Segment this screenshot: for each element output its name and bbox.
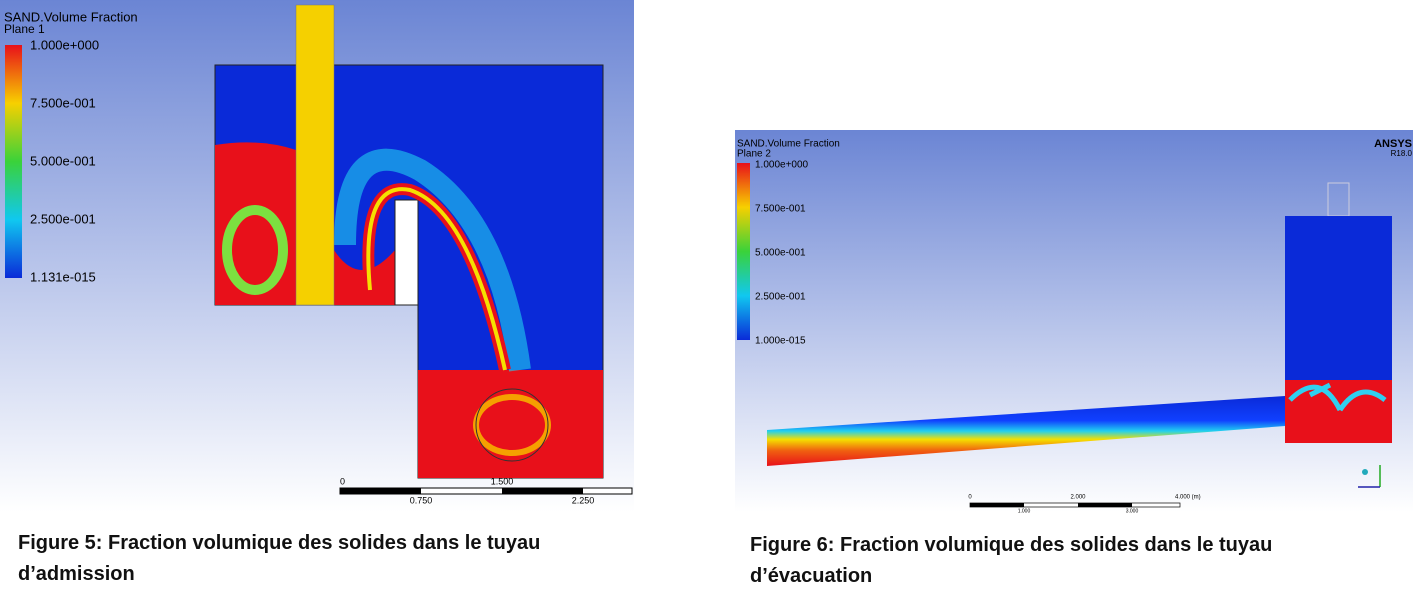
scale-label: 4.000 (m) (1175, 495, 1201, 501)
notch (394, 199, 419, 306)
legend-label: 1.000e-015 (755, 336, 806, 347)
caption-6: Figure 6: Fraction volumique des solides… (750, 530, 1272, 592)
legend-label: 5.000e-001 (30, 153, 96, 168)
scale-label: 0 (968, 495, 972, 501)
legend-label: 1.000e+000 (755, 160, 809, 171)
plane: Plane 1 (4, 22, 45, 36)
legend-label: 7.500e-001 (30, 95, 96, 110)
scale-label: 0 (340, 476, 345, 486)
figure-5 (0, 0, 634, 512)
legend-label: 1.131e-015 (30, 269, 96, 284)
legend-label: 2.500e-001 (755, 292, 806, 303)
stream-core (366, 187, 507, 371)
scale-label: 1.500 (491, 476, 514, 486)
sand-bottom (418, 370, 603, 478)
scale-label: 2.250 (572, 495, 595, 505)
scale-seg (1078, 503, 1132, 507)
colorbar (737, 163, 750, 340)
legend-label: 7.500e-001 (755, 204, 806, 215)
inlet-pipe (295, 4, 335, 306)
legend-title: SAND.Volume Fraction (737, 139, 840, 150)
sand-left (215, 142, 296, 305)
colorbar (5, 45, 22, 278)
scale-seg (502, 488, 583, 494)
caption-line: d’évacuation (750, 565, 873, 587)
version: R18.0 (1391, 149, 1413, 158)
circle-outline (475, 388, 549, 462)
scale-seg (970, 503, 1024, 507)
scale-label: 0.750 (410, 495, 433, 505)
legend-label: 1.000e+000 (30, 37, 99, 52)
logo: ANSYS (1374, 138, 1412, 150)
outlet-pipe (767, 396, 1285, 466)
legend-label: 2.500e-001 (30, 211, 96, 226)
caption-line: d’admission (18, 563, 135, 585)
plane: Plane 2 (737, 149, 771, 160)
legend-label: 5.000e-001 (755, 248, 806, 259)
axis-dot (1362, 469, 1368, 475)
scale-label: 1.000 (1018, 508, 1031, 514)
stream-outer (334, 148, 531, 372)
figure-6 (735, 130, 1413, 512)
caption-line: Figure 6: Fraction volumique des solides… (750, 534, 1273, 556)
scale-seg (340, 488, 421, 494)
scale-label: 3.000 (1126, 508, 1139, 514)
legend-title: SAND.Volume Fraction (4, 9, 138, 24)
caption-5: Figure 5: Fraction volumique des solides… (18, 528, 540, 590)
scale-label: 2.000 (1070, 495, 1086, 501)
swirl (222, 205, 288, 295)
caption-line: Figure 5: Fraction volumique des solides… (18, 532, 541, 554)
tank-flow (1288, 382, 1387, 412)
